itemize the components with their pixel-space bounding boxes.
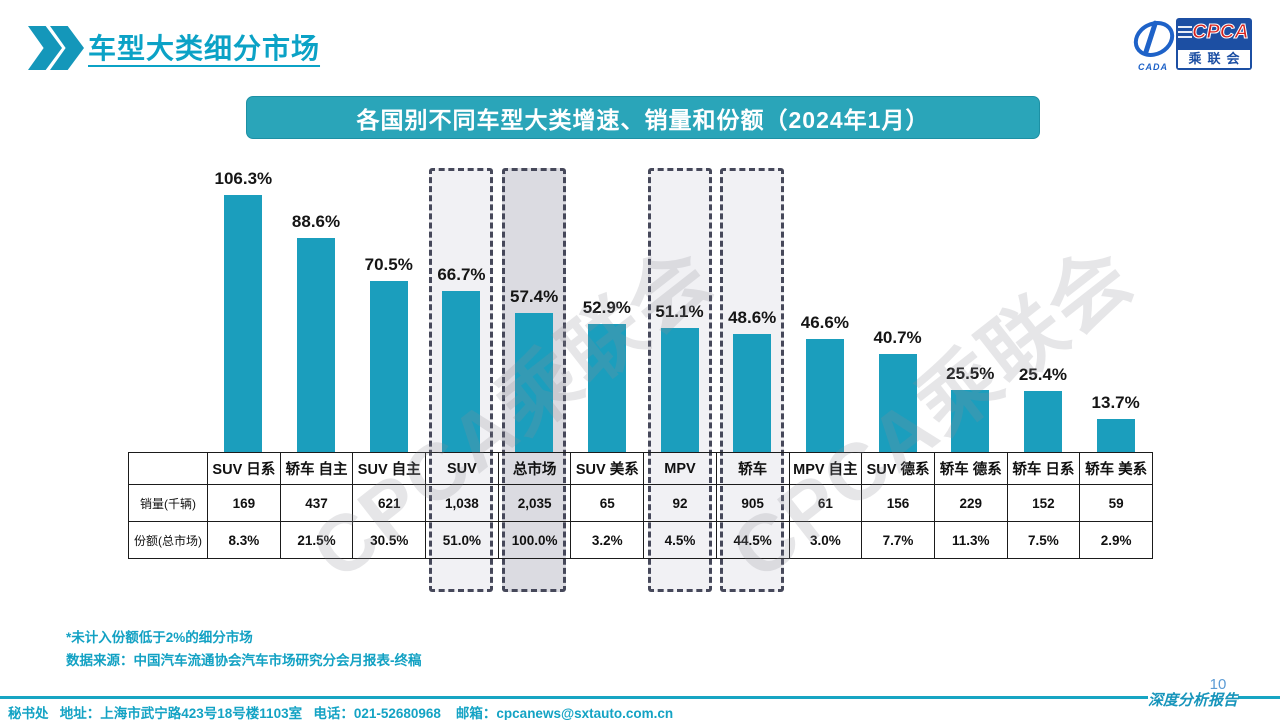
column-header: 总市场: [497, 452, 572, 485]
row-label: 销量(千辆): [128, 484, 208, 522]
cpca-chinese-label: 乘联会: [1178, 50, 1250, 68]
cpca-logo-box: CPCA 乘联会: [1176, 18, 1252, 70]
table-cell: 44.5%: [715, 521, 790, 559]
chart-data-table: SUV 日系 轿车 自主 SUV 自主 SUV 总市场 SUV 美系 MPV 轿车 MPV 自主…: [128, 452, 1153, 559]
chart-title-banner: 各国别不同车型大类增速、销量和份额（2024年1月）: [246, 96, 1040, 139]
bar-value-label: 40.7%: [873, 327, 922, 347]
table-cell: 1,038: [425, 484, 499, 522]
bar-value-label: 51.1%: [655, 302, 704, 322]
table-cell: 4.5%: [643, 521, 717, 559]
table-cell: 905: [715, 484, 790, 522]
cada-label: CADA: [1138, 62, 1168, 72]
table-cell: 8.3%: [207, 521, 281, 559]
bar-总市场: [515, 313, 554, 452]
column-header: MPV 自主: [788, 452, 863, 485]
bar-value-label: 88.6%: [291, 211, 341, 231]
bar-value-label: 25.4%: [1018, 364, 1068, 384]
table-cell: 30.5%: [352, 521, 427, 559]
bar-SUV 美系: [587, 323, 626, 452]
bar-value-label: 25.5%: [946, 364, 995, 384]
column-header: 轿车 日系: [1006, 452, 1081, 485]
table-row-sales: 销量(千辆) 169 437 621 1,038 2,035 65 92 905 61 156 229…: [128, 484, 1153, 522]
table-row-share: 份额(总市场) 8.3% 21.5% 30.5% 51.0% 100.0% 3.2% 4.5%…: [128, 521, 1153, 559]
bar-SUV 自主: [369, 281, 408, 452]
bar-SUV 德系: [878, 353, 917, 452]
bar-value-label: 13.7%: [1091, 392, 1140, 412]
column-header: 轿车 美系: [1079, 452, 1153, 485]
footer-divider: [0, 696, 1148, 699]
table-cell: 100.0%: [497, 521, 572, 559]
bar-SUV 日系: [224, 194, 263, 452]
table-cell: 229: [933, 484, 1008, 522]
table-cell: 7.7%: [861, 521, 935, 559]
column-header: SUV: [425, 452, 499, 485]
column-header: SUV 日系: [207, 452, 281, 485]
table-header-row: SUV 日系 轿车 自主 SUV 自主 SUV 总市场 SUV 美系 MPV 轿车 MPV 自主…: [128, 452, 1153, 485]
page-title: 车型大类细分市场: [88, 33, 321, 64]
bar-chart: 106.3% 88.6% 70.5% 66.7% 57.4% 52.9% 51.1% 48.6…: [128, 150, 1153, 596]
table-cell: 3.0%: [788, 521, 863, 559]
bar-value-label: 52.9%: [582, 297, 631, 317]
row-label: 份额(总市场): [128, 521, 208, 559]
bar-轿车 日系: [1023, 390, 1062, 452]
table-cell: 2,035: [497, 484, 572, 522]
table-cell: 59: [1079, 484, 1153, 522]
double-chevron-icon: [28, 26, 98, 70]
bar-轿车 自主: [297, 237, 336, 452]
cpca-logo: CADA CPCA 乘联会: [1127, 14, 1252, 74]
column-header: SUV 自主: [352, 452, 427, 485]
table-cell: 3.2%: [570, 521, 645, 559]
table-cell: 11.3%: [933, 521, 1008, 559]
column-header: 轿车 德系: [933, 452, 1008, 485]
data-source-note: 数据来源：中国汽车流通协会汽车市场研究分会月报表-终稿: [66, 653, 422, 668]
column-header: 轿车: [715, 452, 790, 485]
table-cell: 61: [788, 484, 863, 522]
page-number: 10: [1209, 676, 1227, 693]
bar-value-label: 70.5%: [364, 255, 413, 275]
table-cell: 2.9%: [1079, 521, 1153, 559]
bar-MPV: [660, 328, 699, 452]
table-cell: 51.0%: [425, 521, 499, 559]
table-cell: 437: [279, 484, 354, 522]
bar-轿车 美系: [1096, 418, 1135, 452]
column-header: SUV 德系: [861, 452, 935, 485]
logo-stripes: [1178, 23, 1192, 41]
secretariat-contact: 秘书处 地址：上海市武宁路423号18号楼1103室 电话：021-526809…: [8, 706, 674, 720]
table-cell: 65: [570, 484, 645, 522]
report-type-label: 深度分析报告: [1147, 691, 1238, 709]
table-cell: 169: [207, 484, 281, 522]
bar-MPV 自主: [805, 339, 844, 452]
footer-divider: [1238, 696, 1280, 699]
bar-value-label: 57.4%: [510, 287, 559, 307]
cada-emblem-icon: CADA: [1127, 14, 1181, 74]
table-cell: 156: [861, 484, 935, 522]
bar-value-label: 46.6%: [800, 313, 849, 333]
cpca-wordmark: CPCA: [1192, 21, 1250, 44]
bar-value-label: 66.7%: [437, 264, 486, 284]
column-header: 轿车 自主: [279, 452, 354, 485]
footnote: *未计入份额低于2%的细分市场: [66, 630, 253, 645]
bar-SUV: [442, 290, 481, 452]
bar-value-label: 106.3%: [214, 168, 273, 188]
table-cell: 621: [352, 484, 427, 522]
table-cell: 92: [643, 484, 717, 522]
bar-轿车: [733, 334, 772, 452]
column-header: SUV 美系: [570, 452, 645, 485]
table-cell: 152: [1006, 484, 1081, 522]
table-corner-cell: [128, 452, 208, 485]
table-cell: 7.5%: [1006, 521, 1081, 559]
bar-轿车 德系: [951, 390, 990, 452]
bar-value-label: 48.6%: [728, 308, 777, 328]
table-cell: 21.5%: [279, 521, 354, 559]
column-header: MPV: [643, 452, 717, 485]
